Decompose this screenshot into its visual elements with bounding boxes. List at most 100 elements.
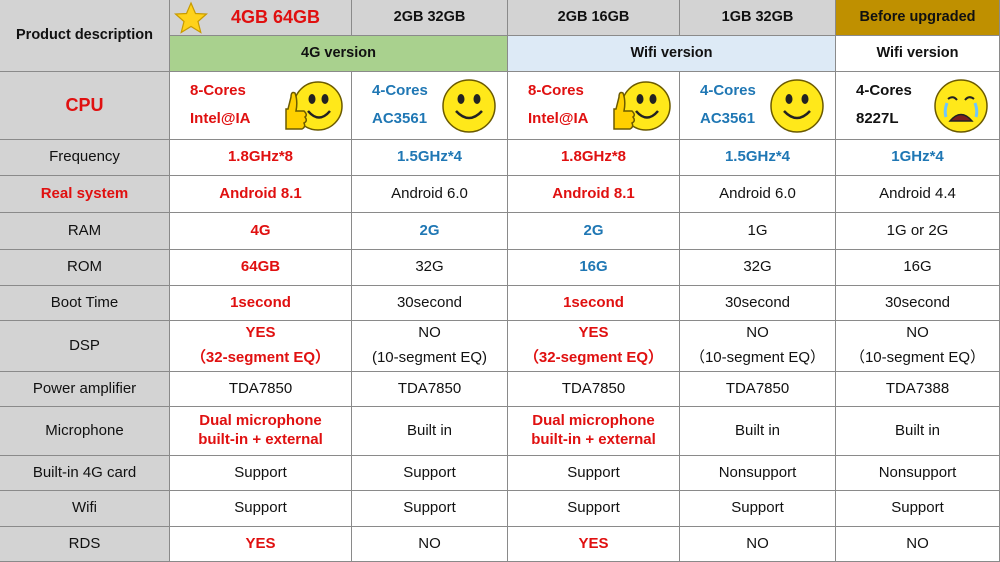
model-title-text: 4GB 64GB	[230, 7, 321, 28]
cell-line-2: (10-segment EQ)	[371, 349, 488, 366]
cell-value: Nonsupport	[718, 463, 797, 481]
cell-value: 1GHz*4	[891, 148, 944, 166]
microphone-cell-3: Dual microphone built-in + external	[508, 407, 680, 456]
cell-value: Android 6.0	[391, 184, 468, 202]
product-description-header: Product description	[0, 0, 170, 72]
cell-value: Support	[891, 499, 944, 517]
cpu-cores: 4-Cores	[372, 82, 428, 100]
cpu-cores: 8-Cores	[190, 82, 246, 100]
dsp-cell-4: NO （10-segment EQ）	[680, 321, 836, 372]
builtin-4g-card-cell-1: Support	[170, 456, 352, 491]
microphone-cell-1: Dual microphone built-in + external	[170, 407, 352, 456]
model-title-text: Before upgraded	[859, 9, 976, 26]
real-system-cell-3: Android 8.1	[508, 176, 680, 213]
dsp-cell-5: NO （10-segment EQ）	[836, 321, 1000, 372]
cell-value: TDA7388	[885, 379, 950, 397]
version-label: Wifi version	[876, 45, 959, 62]
row-label-ram: RAM	[0, 213, 170, 250]
cell-value: 2G	[419, 221, 440, 239]
real-system-cell-5: Android 4.4	[836, 176, 1000, 213]
cell-value: 32G	[415, 258, 444, 276]
cpu-cell-1: 8-Cores Intel@IA	[170, 72, 352, 140]
real-system-cell-2: Android 6.0	[352, 176, 508, 213]
smiley-icon	[770, 79, 824, 133]
cell-value: Support	[234, 499, 287, 517]
cell-line-2: （10-segment EQ）	[689, 349, 826, 366]
cell-value: 1G or 2G	[886, 221, 949, 239]
cpu-chip: Intel@IA	[528, 109, 589, 127]
thumbs-up-smiley-icon	[613, 81, 671, 131]
row-label-text: Power amplifier	[32, 379, 137, 397]
cell-value: 2G	[583, 221, 604, 239]
cell-value: Android 4.4	[879, 184, 956, 202]
model-title-text: 2GB 32GB	[393, 9, 466, 26]
wifi-cell-1: Support	[170, 491, 352, 527]
boot-time-cell-2: 30second	[352, 286, 508, 321]
row-label-real-system: Real system	[0, 176, 170, 213]
rds-cell-5: NO	[836, 527, 1000, 562]
rds-cell-2: NO	[352, 527, 508, 562]
crying-icon	[934, 79, 988, 133]
cell-line-1: Built in	[734, 421, 781, 439]
version-label: 4G version	[301, 45, 376, 62]
row-label-rom: ROM	[0, 250, 170, 286]
rds-cell-4: NO	[680, 527, 836, 562]
builtin-4g-card-cell-5: Nonsupport	[836, 456, 1000, 491]
row-label-wifi: Wifi	[0, 491, 170, 527]
rom-cell-3: 16G	[508, 250, 680, 286]
boot-time-cell-4: 30second	[680, 286, 836, 321]
frequency-cell-2: 1.5GHz*4	[352, 140, 508, 176]
smiley-icon	[442, 79, 496, 133]
cell-value: Support	[403, 463, 456, 481]
row-label-boot-time: Boot Time	[0, 286, 170, 321]
microphone-cell-4: Built in	[680, 407, 836, 456]
cpu-cell-2: 4-Cores AC3561	[352, 72, 508, 140]
thumbs-up-smiley-icon	[285, 81, 343, 131]
cell-value: 1second	[563, 293, 624, 311]
ram-cell-3: 2G	[508, 213, 680, 250]
model-title-text: 1GB 32GB	[721, 9, 794, 26]
model-title-3: 2GB 16GB	[508, 0, 680, 36]
row-label-text: Microphone	[45, 421, 124, 439]
model-title-1: 4GB 64GB	[170, 0, 352, 36]
cell-line-2: （10-segment EQ）	[849, 349, 986, 366]
cell-line-1: NO	[746, 324, 769, 342]
cell-value: 1.8GHz*8	[227, 148, 294, 166]
cell-value: 30second	[724, 293, 791, 311]
wifi-cell-4: Support	[680, 491, 836, 527]
cpu-chip: AC3561	[700, 109, 756, 127]
version-label: Wifi version	[630, 45, 713, 62]
row-label-text: Built-in 4G card	[32, 463, 137, 481]
cell-value: TDA7850	[561, 379, 626, 397]
builtin-4g-card-cell-2: Support	[352, 456, 508, 491]
cell-value: YES	[245, 534, 276, 552]
cell-value: 1.8GHz*8	[560, 148, 627, 166]
dsp-cell-3: YES （32-segment EQ）	[508, 321, 680, 372]
cell-value: Android 8.1	[219, 184, 302, 202]
cell-value: Support	[403, 499, 456, 517]
row-label-text: RAM	[67, 221, 102, 239]
cell-value: YES	[578, 534, 609, 552]
power-amplifier-cell-1: TDA7850	[170, 372, 352, 407]
cell-value: TDA7850	[725, 379, 790, 397]
cell-value: 30second	[396, 293, 463, 311]
cell-value: Nonsupport	[878, 463, 957, 481]
cell-value: 32G	[743, 258, 772, 276]
cell-value: 1.5GHz*4	[724, 148, 791, 166]
row-label-frequency: Frequency	[0, 140, 170, 176]
wifi-cell-3: Support	[508, 491, 680, 527]
rom-cell-2: 32G	[352, 250, 508, 286]
power-amplifier-cell-5: TDA7388	[836, 372, 1000, 407]
version-4g: 4G version	[170, 36, 508, 72]
product-description-label: Product description	[16, 27, 153, 44]
model-title-2: 2GB 32GB	[352, 0, 508, 36]
boot-time-cell-5: 30second	[836, 286, 1000, 321]
cell-line-2: built-in + external	[198, 431, 323, 448]
rds-cell-3: YES	[508, 527, 680, 562]
frequency-cell-5: 1GHz*4	[836, 140, 1000, 176]
row-label-rds: RDS	[0, 527, 170, 562]
model-title-5: Before upgraded	[836, 0, 1000, 36]
cpu-cell-4: 4-Cores AC3561	[680, 72, 836, 140]
cpu-cores: 4-Cores	[856, 82, 912, 100]
